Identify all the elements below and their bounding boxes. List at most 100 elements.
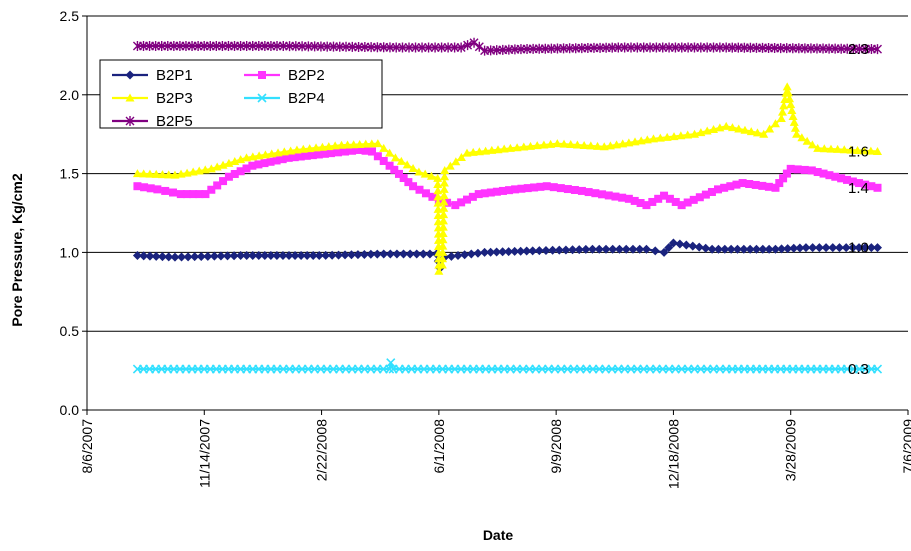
data-point — [460, 250, 470, 260]
data-point — [359, 249, 369, 259]
legend-marker — [258, 71, 266, 79]
data-point — [528, 246, 538, 256]
data-point — [873, 243, 883, 253]
data-point — [636, 199, 645, 208]
data-point — [326, 149, 335, 158]
data-point — [146, 184, 155, 193]
data-point — [510, 246, 520, 256]
data-point — [778, 107, 788, 116]
legend-item-b2p5: B2P5 — [112, 113, 193, 130]
data-point — [405, 249, 415, 259]
data-point — [833, 144, 843, 153]
data-point — [814, 243, 824, 253]
data-point — [654, 194, 663, 203]
data-point — [353, 250, 363, 260]
data-point — [621, 244, 631, 254]
data-point — [132, 251, 142, 261]
data-point — [157, 170, 167, 179]
data-point — [433, 186, 443, 195]
data-point — [151, 169, 161, 178]
data-point — [577, 186, 586, 195]
data-point — [873, 147, 883, 156]
data-point — [668, 238, 678, 248]
legend-marker — [125, 116, 135, 126]
data-point — [786, 164, 795, 173]
data-point — [481, 146, 491, 155]
data-point — [440, 165, 450, 174]
data-point — [349, 140, 359, 149]
data-point — [789, 117, 799, 126]
data-point — [499, 144, 509, 153]
legend-marker — [125, 70, 135, 80]
data-point — [292, 145, 302, 154]
data-point — [523, 184, 532, 193]
data-point — [764, 244, 774, 254]
data-point — [224, 172, 233, 181]
data-point — [601, 244, 611, 254]
data-point — [437, 260, 447, 269]
data-point — [443, 42, 453, 53]
data-point — [213, 181, 222, 190]
data-point — [689, 195, 698, 204]
data-point — [466, 249, 476, 259]
data-point — [532, 141, 542, 150]
data-point — [439, 210, 449, 219]
x-axis-title: Date — [483, 527, 514, 543]
data-point — [296, 251, 306, 261]
data-point — [604, 191, 613, 200]
data-point — [526, 141, 536, 150]
data-point — [229, 251, 239, 261]
data-point — [745, 180, 754, 189]
data-point — [813, 168, 822, 177]
data-point — [278, 251, 288, 261]
data-point — [726, 182, 735, 191]
data-point — [480, 247, 490, 257]
data-point — [242, 251, 252, 261]
data-point — [783, 88, 793, 97]
series-lines — [132, 37, 883, 374]
data-point — [530, 183, 539, 192]
data-point — [872, 364, 883, 374]
data-point — [418, 249, 428, 259]
data-point — [828, 243, 838, 253]
data-point — [453, 251, 463, 261]
data-point — [346, 250, 356, 260]
data-point — [324, 142, 334, 151]
legend-label: B2P5 — [156, 113, 193, 130]
data-point — [665, 194, 674, 203]
data-point — [443, 198, 452, 207]
data-point — [462, 148, 472, 157]
data-point — [505, 186, 514, 195]
x-tick-label: 6/1/2008 — [431, 419, 447, 474]
data-point — [675, 239, 685, 249]
data-point — [650, 246, 660, 256]
data-point — [563, 185, 572, 194]
data-point — [853, 145, 863, 154]
data-point — [320, 149, 329, 158]
y-tick-label: 1.5 — [60, 166, 80, 182]
data-point — [439, 191, 449, 200]
data-point — [632, 42, 642, 53]
data-point — [379, 156, 388, 165]
legend-label: B2P2 — [288, 67, 325, 84]
data-point — [787, 106, 797, 115]
data-point — [373, 152, 382, 161]
end-label-b2p1: 1.0 — [848, 240, 869, 257]
data-point — [813, 143, 823, 152]
data-point — [701, 243, 711, 253]
data-point — [456, 42, 466, 53]
data-point — [343, 140, 353, 149]
data-point — [837, 174, 846, 183]
data-point — [574, 245, 584, 255]
data-point — [254, 151, 264, 160]
data-point — [311, 143, 321, 152]
data-point — [385, 249, 395, 259]
data-point — [451, 201, 460, 210]
y-tick-label: 1.0 — [60, 244, 80, 260]
data-point — [613, 42, 623, 53]
data-point — [593, 141, 603, 150]
data-point — [522, 246, 532, 256]
data-point — [825, 171, 834, 180]
end-labels: 1.0 1.4 1.6 0.3 2.3 — [848, 41, 869, 378]
